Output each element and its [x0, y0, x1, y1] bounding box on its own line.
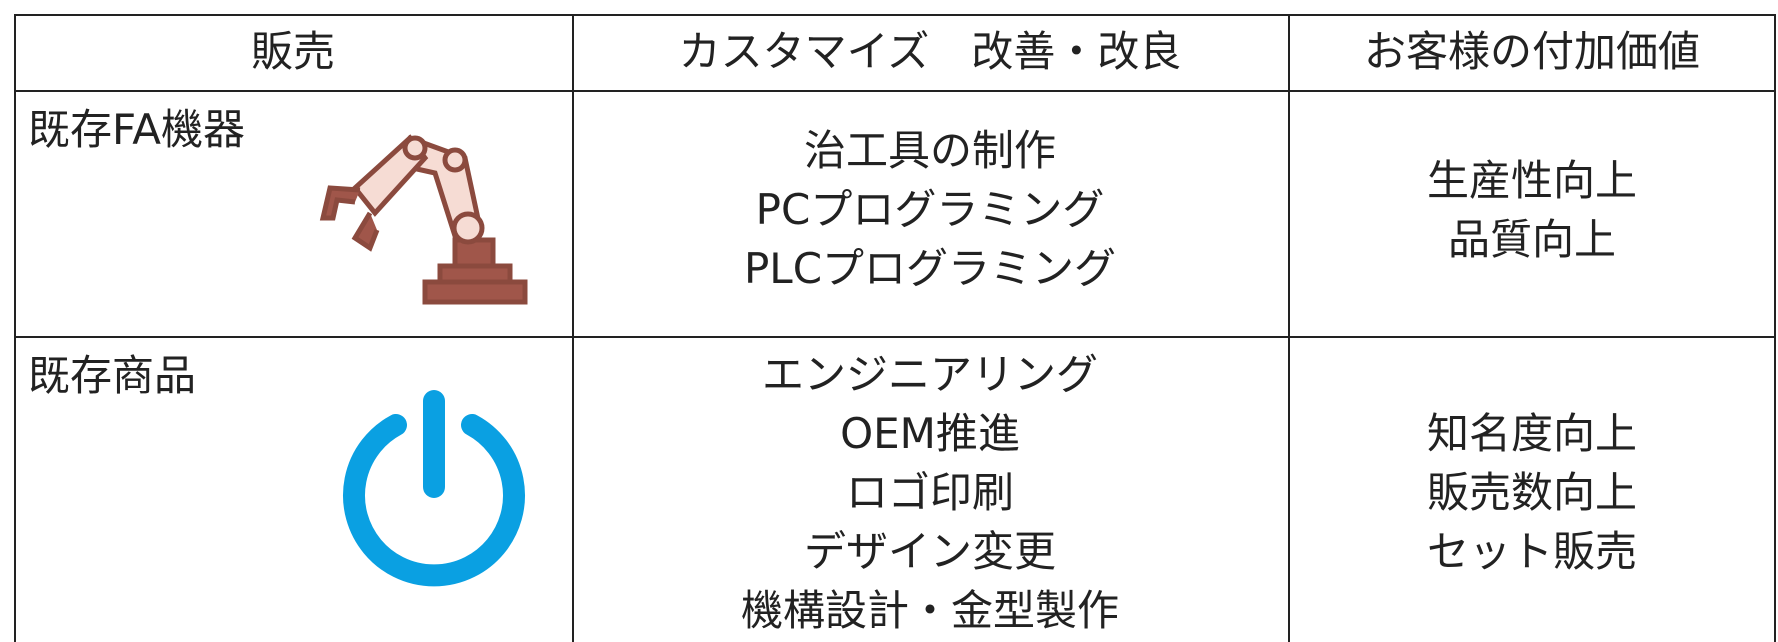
header-cell: お客様の付加価値: [1363, 27, 1701, 76]
customization-item: 機構設計・金型製作: [740, 586, 1120, 635]
border: [14, 14, 16, 642]
customization-item: 治工具の制作: [803, 126, 1057, 175]
customization-item: OEM推進: [840, 409, 1020, 458]
border: [14, 336, 1776, 338]
row-label: 既存商品: [28, 351, 197, 400]
border: [1774, 14, 1776, 642]
customization-item: PCプログラミング: [755, 185, 1105, 234]
header-cell: 販売: [250, 27, 336, 76]
customization-item: デザイン変更: [803, 527, 1057, 576]
power-icon: [343, 390, 525, 587]
row-label: 既存FA機器: [28, 105, 246, 154]
customization-item: PLCプログラミング: [743, 244, 1117, 293]
border: [14, 14, 1776, 16]
robot-arm-icon: [319, 134, 528, 305]
value-item: 品質向上: [1447, 214, 1617, 264]
value-item: セット販売: [1426, 527, 1638, 576]
customization-item: ロゴ印刷: [845, 468, 1015, 517]
border: [1288, 14, 1290, 642]
value-item: 販売数向上: [1426, 468, 1638, 517]
header-cell: カスタマイズ 改善・改良: [678, 27, 1182, 76]
customization-item: エンジニアリング: [761, 350, 1099, 399]
value-item: 知名度向上: [1426, 409, 1638, 458]
border: [572, 14, 574, 642]
value-item: 生産性向上: [1426, 155, 1638, 205]
border: [14, 90, 1776, 92]
